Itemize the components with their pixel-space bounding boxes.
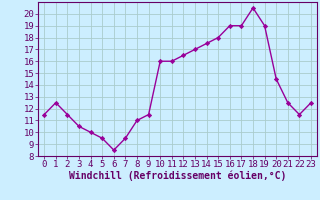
X-axis label: Windchill (Refroidissement éolien,°C): Windchill (Refroidissement éolien,°C) bbox=[69, 171, 286, 181]
